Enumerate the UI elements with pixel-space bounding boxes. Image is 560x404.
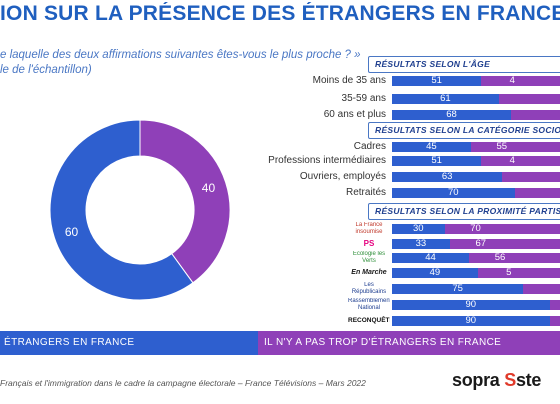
bar-value-b: 70	[470, 224, 481, 234]
bar-party-0: 30 70	[392, 224, 560, 234]
bar-segment-b	[511, 110, 560, 120]
bar-value-a: 51	[431, 156, 442, 166]
bar-party-6: 90	[392, 316, 560, 326]
lrem-logo: En Marche	[351, 269, 387, 276]
bar-value-a: 70	[447, 188, 459, 198]
bar-segment-b	[481, 76, 560, 86]
bar-age-2: 68	[392, 110, 560, 120]
bar-csp-3: 70	[392, 188, 560, 198]
question-text: e laquelle des deux affirmations suivant…	[0, 49, 361, 61]
bar-segment-b	[449, 239, 560, 249]
bar-value-a: 61	[440, 94, 451, 104]
bar-value-b: 56	[494, 253, 506, 263]
bar-segment-a	[392, 94, 499, 104]
bar-segment-b	[498, 94, 560, 104]
donut-chart: 40 60	[49, 119, 231, 301]
bar-party-1: 33 67	[392, 239, 560, 249]
bar-segment-b	[514, 188, 560, 198]
bar-party-3: 49 5	[392, 268, 560, 278]
bar-party-5: 90	[392, 300, 560, 310]
brand-text-a: sopra	[452, 370, 500, 390]
bar-value-a: 68	[446, 110, 457, 120]
rn-logo: Rassemblement National	[348, 298, 390, 311]
reconquete-logo: RECONQUÊTE!	[348, 317, 390, 324]
row-label-csp-0: Cadres	[353, 141, 386, 152]
row-label-age-1: 35-59 ans	[341, 93, 386, 104]
brand-s-icon: S	[504, 370, 516, 390]
base-note: le de l'échantillon)	[0, 64, 92, 76]
lfi-logo: La France insoumise	[355, 222, 383, 235]
section-csp-header: RÉSULTATS SELON LA CATÉGORIE SOCIO-PROFE…	[368, 122, 560, 139]
page-title: ION SUR LA PRÉSENCE DES ÉTRANGERS EN FRA…	[0, 2, 560, 25]
bar-value-b: 4	[509, 76, 515, 86]
bar-value-a: 63	[441, 172, 453, 182]
bar-segment-b	[549, 316, 560, 326]
bar-value-a: 75	[452, 284, 463, 294]
breakdown-panel: RÉSULTATS SELON L'ÂGE Moins de 35 ans 35…	[268, 48, 560, 338]
brand-text-b: ste	[515, 370, 542, 390]
bar-segment-b	[477, 268, 560, 278]
donut-slice-a	[49, 119, 194, 301]
bar-csp-1: 51 4	[392, 156, 560, 166]
row-label-age-2: 60 ans et plus	[323, 109, 386, 120]
bar-segment-b	[549, 300, 560, 310]
bar-segment-b	[469, 253, 560, 263]
source-footer: Français et l'immigration dans le cadre …	[0, 378, 366, 388]
row-label-csp-3: Retraités	[345, 187, 386, 198]
bar-segment-a	[392, 110, 511, 120]
bar-value-a: 90	[465, 300, 477, 310]
bar-segment-b	[444, 224, 560, 234]
bar-value-a: 90	[465, 316, 477, 326]
lr-logo: Les Républicains	[351, 282, 387, 295]
bar-value-a: 30	[412, 224, 424, 234]
bar-segment-a	[392, 239, 450, 249]
bar-age-1: 61	[392, 94, 560, 104]
bar-segment-a	[392, 300, 550, 310]
bar-segment-a	[392, 316, 550, 326]
bar-segment-a	[392, 224, 445, 234]
eelv-logo: Écologie les Verts	[352, 251, 386, 264]
bar-party-4: 75	[392, 284, 560, 294]
legend-b: IL N'Y A PAS TROP D'ÉTRANGERS EN FRANCE	[258, 331, 560, 355]
bar-segment-b	[502, 172, 560, 182]
ps-logo: PS	[363, 239, 375, 248]
row-label-csp-2: Ouvriers, employés	[299, 171, 386, 182]
donut-label-b: 40	[202, 181, 216, 195]
donut-slice-b	[139, 119, 231, 284]
bar-segment-a	[392, 172, 503, 182]
bar-segment-b	[470, 142, 560, 152]
bar-age-0: 51 4	[392, 76, 560, 86]
row-label-age-0: Moins de 35 ans	[312, 75, 386, 86]
bar-party-2: 44 56	[392, 253, 560, 263]
bar-value-b: 5	[506, 268, 512, 278]
bar-value-a: 44	[425, 253, 436, 263]
bar-value-b: 55	[496, 142, 508, 152]
section-party-header: RÉSULTATS SELON LA PROXIMITÉ PARTISANE	[368, 203, 560, 220]
bar-segment-a	[392, 142, 471, 152]
bar-segment-a	[392, 188, 515, 198]
legend-a: ÉTRANGERS EN FRANCE	[0, 331, 258, 355]
bar-value-a: 49	[429, 268, 441, 278]
bar-segment-a	[392, 268, 478, 278]
bar-segment-b	[523, 284, 560, 294]
bar-segment-a	[392, 76, 482, 86]
bar-segment-a	[392, 253, 469, 263]
bar-csp-2: 63	[392, 172, 560, 182]
bar-value-a: 45	[426, 142, 437, 152]
bar-value-b: 4	[509, 156, 515, 166]
section-age-header: RÉSULTATS SELON L'ÂGE	[368, 56, 560, 73]
row-label-csp-1: Professions intermédiaires	[268, 155, 386, 166]
bar-value-a: 33	[415, 239, 427, 249]
bar-segment-a	[392, 284, 524, 294]
bar-segment-a	[392, 156, 482, 166]
bar-value-b: 67	[475, 239, 487, 249]
brand-logo: sopra Sste	[452, 370, 541, 391]
bar-csp-0: 45 55	[392, 142, 560, 152]
bar-segment-b	[481, 156, 560, 166]
donut-label-a: 60	[65, 225, 79, 239]
bar-value-a: 51	[431, 76, 442, 86]
